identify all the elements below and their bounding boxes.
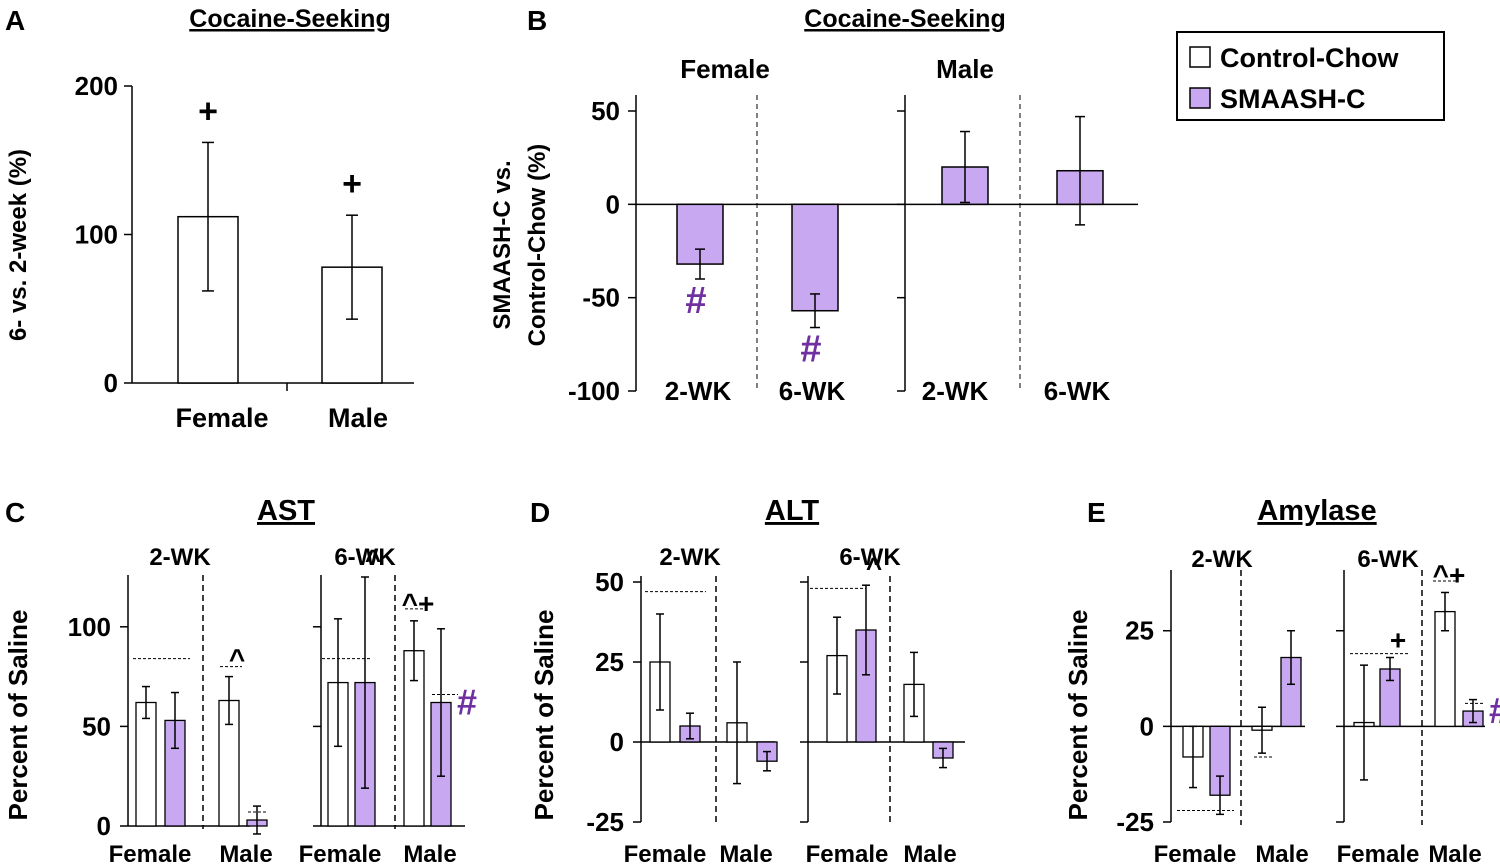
panel-c-sig-mark: # (457, 681, 477, 722)
panel-e-x-label: Female (1154, 841, 1237, 865)
panel-b-x-label: 6-WK (1044, 376, 1111, 406)
panel-d-y-tick-label: 0 (610, 727, 624, 757)
panel-e-sig-mark: # (1489, 690, 1500, 731)
panel-d-title: ALT (765, 495, 820, 527)
panel-b-x-label: 2-WK (665, 376, 732, 406)
panel-letter-e: E (1087, 497, 1106, 528)
panel-b-title: Cocaine-Seeking (804, 5, 1005, 33)
panel-letter-a: A (5, 5, 25, 36)
legend-swatch-smaash (1189, 87, 1211, 109)
panel-e-y-tick-label: 0 (1140, 711, 1154, 741)
panel-e-y-tick-label: -25 (1116, 807, 1154, 837)
legend: Control-Chow SMAASH-C (1176, 31, 1445, 121)
panel-b-y-tick-label: 0 (606, 189, 620, 219)
panel-e-ylabel: Percent of Saline (1063, 610, 1093, 821)
legend-swatch-control (1189, 46, 1211, 68)
panel-b-ylabel-line1: SMAASH-C vs. (489, 160, 516, 329)
panel-d-y-tick-label: -25 (586, 807, 624, 837)
panel-e-x-label: Female (1337, 841, 1420, 865)
panel-b-x-label: 6-WK (779, 376, 846, 406)
panel-d-bars: ^ (649, 552, 954, 785)
panel-c-sig-mark: ^+ (402, 588, 435, 619)
panel-a-bars: ++ (177, 92, 383, 384)
panel-d-y-tick-label: 50 (595, 567, 624, 597)
chart-panel-d: ALT Percent of Saline -25 0 25 50 2-WK Female… (529, 495, 965, 865)
panel-c-x-label: Male (403, 841, 456, 865)
panel-d-group-label: 2-WK (659, 544, 721, 571)
panel-a-ylabel: 6- vs. 2-week (%) (5, 149, 32, 341)
panel-c-axes: 0 50 100 2-WK Female Male 6-WK Female Male (68, 544, 465, 865)
legend-box (1176, 31, 1445, 121)
panel-a-x-label: Female (175, 403, 268, 433)
panel-c-bar-control (135, 701, 157, 827)
panel-letter-b: B (527, 5, 547, 36)
panel-d-sig-mark: ^ (866, 552, 882, 583)
panel-a-y-tick-label: 0 (104, 368, 118, 398)
panel-d-x-label: Female (624, 841, 707, 865)
panel-b-y-tick-label: 50 (591, 96, 620, 126)
panel-a-sig-mark: + (198, 92, 218, 130)
panel-b-y-tick-label: -50 (582, 283, 620, 313)
panel-d-axes: -25 0 25 50 2-WK Female Male 6-WK Female Male (586, 544, 965, 865)
panel-a-title: Cocaine-Seeking (189, 5, 390, 33)
panel-c-group-label: 2-WK (149, 544, 211, 571)
panel-e-group-label: 2-WK (1191, 546, 1253, 573)
chart-panel-b: Cocaine-Seeking SMAASH-C vs. Control-Cho… (489, 5, 1138, 406)
panel-b-bars: ## (676, 115, 1104, 371)
panel-e-group-label: 6-WK (1357, 546, 1419, 573)
panel-c-ylabel: Percent of Saline (3, 610, 33, 821)
panel-d-ylabel: Percent of Saline (529, 610, 559, 821)
panel-c-y-tick-label: 100 (68, 612, 111, 642)
panel-e-axes: -25 0 25 2-WK Female Male 6-WK Female Male (1116, 546, 1485, 865)
panel-b-axes: 50 0 -50 -100 Female 2-WK 6-WK Male 2-WK 6-WK (568, 54, 1138, 406)
panel-b-sig-mark: # (685, 280, 706, 322)
panel-c-sig-mark: ^ (365, 544, 381, 575)
panel-a-y-tick-label: 200 (75, 71, 118, 101)
panel-c-y-tick-label: 50 (82, 711, 111, 741)
panel-d-y-tick-label: 25 (595, 647, 624, 677)
panel-c-sig-mark: ^ (229, 644, 245, 675)
panel-e-sig-mark: + (1390, 625, 1406, 656)
panel-c-title: AST (257, 495, 315, 527)
panel-d-x-label: Male (719, 841, 772, 865)
panel-e-bars: + ^+ # (1182, 559, 1500, 816)
panel-e-y-tick-label: 25 (1125, 616, 1154, 646)
chart-panel-c: AST Percent of Saline 0 50 100 2-WK Female Ma… (3, 495, 477, 865)
legend-label-smaash: SMAASH-C (1220, 84, 1366, 114)
chart-panel-e: Amylase Percent of Saline -25 0 25 2-WK Fema… (1063, 495, 1500, 865)
panel-c-x-label: Male (219, 841, 272, 865)
panel-e-x-label: Male (1255, 841, 1308, 865)
panel-c-bars: ^ ^ ^+ # (135, 544, 477, 835)
panel-b-subpanel-label: Female (680, 54, 770, 84)
panel-letters: A B C D E (5, 5, 1106, 528)
panel-letter-d: D (530, 497, 550, 528)
panel-a-sig-mark: + (342, 165, 362, 203)
panel-b-subpanel-label: Male (936, 54, 994, 84)
panel-c-x-label: Female (109, 841, 192, 865)
panel-b-y-tick-label: -100 (568, 376, 620, 406)
panel-b-ylabel-line2: Control-Chow (%) (524, 144, 551, 347)
panel-b-x-label: 2-WK (922, 376, 989, 406)
panel-d-x-label: Male (903, 841, 956, 865)
panel-c-x-label: Female (299, 841, 382, 865)
panel-c-group-label: 6-WK (334, 544, 396, 571)
panel-b-sig-mark: # (800, 329, 821, 371)
panel-d-group-label: 6-WK (839, 544, 901, 571)
panel-c-y-tick-label: 0 (97, 811, 111, 841)
panel-letter-c: C (5, 497, 25, 528)
panel-e-title: Amylase (1257, 495, 1376, 527)
panel-a-x-label: Male (328, 403, 388, 433)
panel-e-x-label: Male (1428, 841, 1481, 865)
panel-d-x-label: Female (806, 841, 889, 865)
chart-panel-a: Cocaine-Seeking 6- vs. 2-week (%) 0 100 20… (5, 5, 414, 433)
panel-e-sig-mark: ^+ (1433, 559, 1466, 590)
panel-a-y-tick-label: 100 (75, 220, 118, 250)
legend-label-control: Control-Chow (1220, 43, 1399, 73)
